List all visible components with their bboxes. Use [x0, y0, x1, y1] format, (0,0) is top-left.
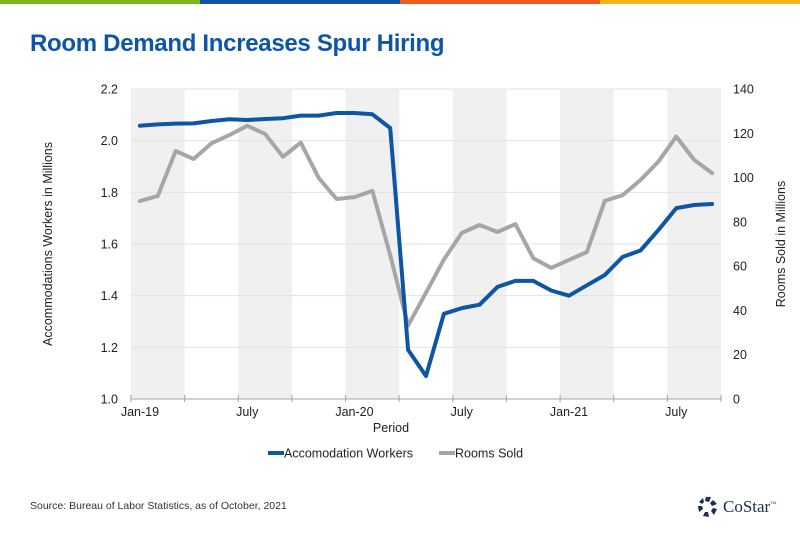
top-bar-segment-yellow: [600, 0, 800, 4]
series-line-rooms-sold: [137, 123, 715, 328]
y-left-tick-label: 1.6: [101, 238, 118, 252]
top-bar-segment-orange: [400, 0, 600, 4]
y-left-tick-label: 1.4: [101, 289, 118, 303]
top-bar-segment-blue: [200, 0, 400, 4]
x-tick-label: July: [451, 405, 474, 419]
logo-trademark: ™: [770, 501, 777, 508]
y-right-tick-label: 80: [733, 215, 747, 229]
y-right-tick-label: 0: [733, 393, 740, 407]
y-left-tick-label: 1.2: [101, 341, 118, 355]
source-note: Source: Bureau of Labor Statistics, as o…: [30, 500, 287, 512]
y-axis-left-title: Accommodations Workers in Millions: [41, 142, 55, 346]
page-title: Room Demand Increases Spur Hiring: [30, 30, 445, 57]
y-axis-left: 1.0 1.2 1.4 1.6 1.8 2.0 2.2: [101, 83, 118, 407]
y-right-tick-label: 40: [733, 304, 747, 318]
x-tick-label: July: [236, 405, 259, 419]
logo-wordmark: CoStar: [723, 497, 771, 516]
y-left-tick-label: 1.8: [101, 186, 118, 200]
top-color-bar: [0, 0, 800, 4]
y-right-tick-label: 60: [733, 260, 747, 274]
x-axis: Jan-19 July Jan-20 July Jan-21 July: [121, 395, 722, 419]
series-lines: [137, 111, 715, 378]
logo-text: CoStar™: [723, 497, 776, 517]
y-right-tick-label: 120: [733, 127, 754, 141]
y-left-tick-label: 1.0: [101, 393, 118, 407]
x-tick-label: Jan-21: [550, 405, 588, 419]
costar-star-icon: [698, 497, 717, 517]
y-axis-right-title: Rooms Sold in Millions: [774, 181, 788, 307]
legend: Accomodation Workers Rooms Sold: [268, 447, 523, 461]
y-right-tick-label: 140: [733, 83, 754, 97]
costar-logo: CoStar™: [697, 496, 776, 518]
legend-label-accomodation-workers: Accomodation Workers: [284, 447, 413, 461]
top-bar-segment-green: [0, 0, 200, 4]
y-right-tick-label: 20: [733, 348, 747, 362]
y-left-tick-label: 2.2: [101, 83, 118, 97]
y-right-tick-label: 100: [733, 171, 754, 185]
x-tick-label: Jan-20: [335, 405, 373, 419]
x-tick-label: Jan-19: [121, 405, 159, 419]
x-tick-label: July: [665, 405, 688, 419]
series-line-accomodation-workers: [137, 111, 715, 378]
y-axis-right: 0 20 40 60 80 100 120 140: [733, 83, 754, 407]
x-axis-title: Period: [373, 421, 409, 435]
y-left-tick-label: 2.0: [101, 134, 118, 148]
legend-label-rooms-sold: Rooms Sold: [455, 447, 523, 461]
gridlines: [131, 88, 721, 348]
